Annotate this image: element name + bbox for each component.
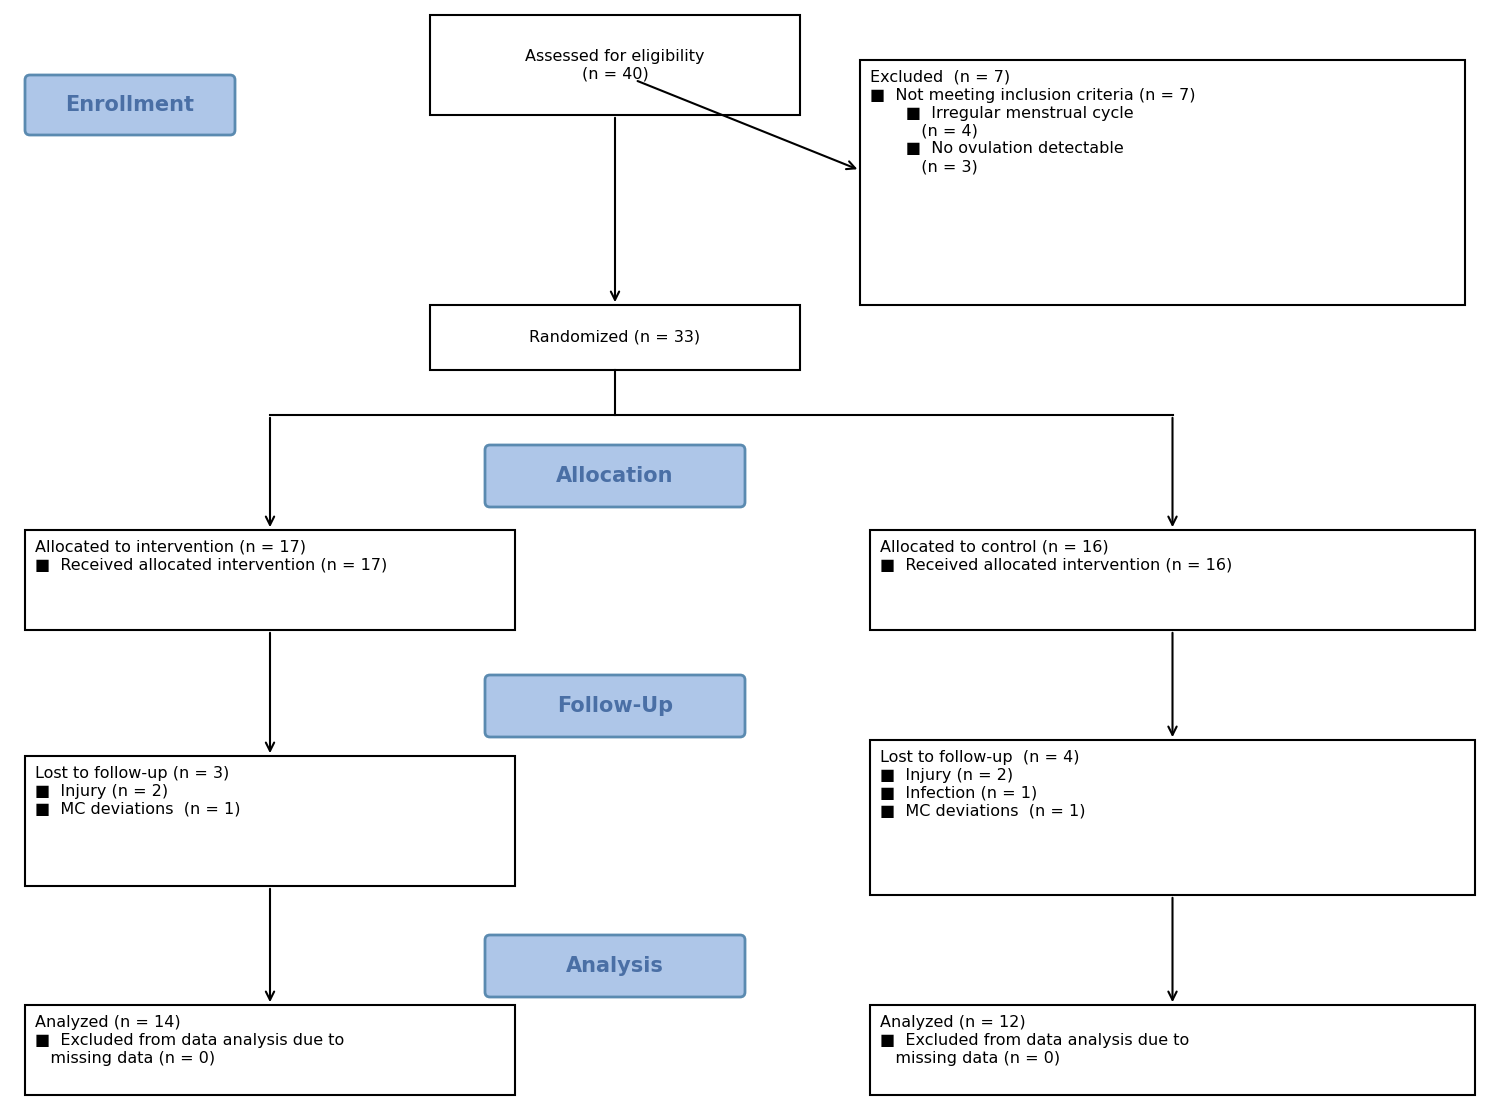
Text: Assessed for eligibility
(n = 40): Assessed for eligibility (n = 40) (525, 49, 705, 82)
Text: missing data (n = 0): missing data (n = 0) (880, 1051, 1060, 1065)
Text: ■  MC deviations  (n = 1): ■ MC deviations (n = 1) (880, 804, 1086, 818)
Text: Allocated to control (n = 16): Allocated to control (n = 16) (880, 540, 1108, 555)
FancyBboxPatch shape (870, 740, 1474, 895)
Text: ■  MC deviations  (n = 1): ■ MC deviations (n = 1) (34, 802, 240, 817)
FancyBboxPatch shape (870, 1005, 1474, 1095)
FancyBboxPatch shape (26, 75, 236, 135)
FancyBboxPatch shape (26, 1005, 514, 1095)
Text: ■  Injury (n = 2): ■ Injury (n = 2) (34, 784, 168, 799)
FancyBboxPatch shape (26, 756, 514, 887)
Text: ■  Received allocated intervention (n = 16): ■ Received allocated intervention (n = 1… (880, 558, 1233, 573)
Text: ■  No ovulation detectable: ■ No ovulation detectable (870, 141, 1124, 157)
Text: Lost to follow-up  (n = 4): Lost to follow-up (n = 4) (880, 750, 1080, 765)
Text: Lost to follow-up (n = 3): Lost to follow-up (n = 3) (34, 766, 230, 781)
Text: Analyzed (n = 12): Analyzed (n = 12) (880, 1015, 1026, 1030)
Text: ■  Not meeting inclusion criteria (n = 7): ■ Not meeting inclusion criteria (n = 7) (870, 88, 1196, 103)
FancyBboxPatch shape (26, 530, 514, 630)
Text: ■  Received allocated intervention (n = 17): ■ Received allocated intervention (n = 1… (34, 558, 387, 573)
Text: Excluded  (n = 7): Excluded (n = 7) (870, 70, 1010, 85)
FancyBboxPatch shape (484, 445, 746, 507)
FancyBboxPatch shape (484, 935, 746, 997)
FancyBboxPatch shape (859, 60, 1466, 305)
Text: Follow-Up: Follow-Up (556, 696, 674, 716)
Text: (n = 4): (n = 4) (870, 124, 978, 138)
Text: missing data (n = 0): missing data (n = 0) (34, 1051, 214, 1065)
FancyBboxPatch shape (430, 305, 800, 370)
FancyBboxPatch shape (430, 15, 800, 115)
Text: Randomized (n = 33): Randomized (n = 33) (530, 330, 700, 344)
Text: ■  Infection (n = 1): ■ Infection (n = 1) (880, 786, 1038, 800)
Text: Analysis: Analysis (566, 956, 664, 976)
Text: Enrollment: Enrollment (66, 95, 195, 115)
Text: ■  Excluded from data analysis due to: ■ Excluded from data analysis due to (880, 1033, 1190, 1048)
Text: ■  Excluded from data analysis due to: ■ Excluded from data analysis due to (34, 1033, 344, 1048)
Text: ■  Injury (n = 2): ■ Injury (n = 2) (880, 767, 1013, 783)
FancyBboxPatch shape (870, 530, 1474, 630)
Text: (n = 3): (n = 3) (870, 159, 978, 174)
Text: Allocation: Allocation (556, 466, 674, 486)
Text: Analyzed (n = 14): Analyzed (n = 14) (34, 1015, 180, 1030)
Text: ■  Irregular menstrual cycle: ■ Irregular menstrual cycle (870, 106, 1134, 120)
FancyBboxPatch shape (484, 675, 746, 737)
Text: Allocated to intervention (n = 17): Allocated to intervention (n = 17) (34, 540, 306, 555)
